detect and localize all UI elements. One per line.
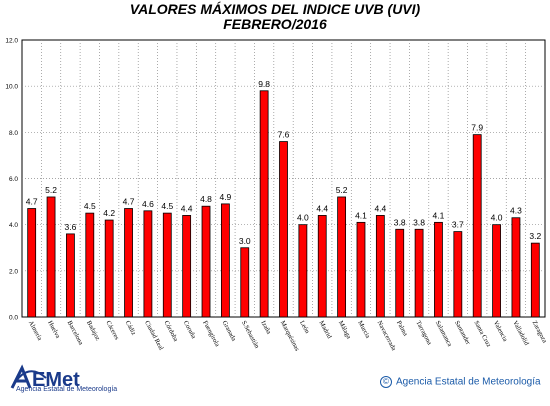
x-tick-label: Córdoba bbox=[163, 320, 180, 343]
chart-title: VALORES MÁXIMOS DEL INDICE UVB (UVI) bbox=[129, 1, 421, 17]
copyright-icon: © bbox=[380, 376, 392, 388]
bar bbox=[279, 141, 288, 318]
x-tick-label: Badajoz bbox=[85, 320, 101, 342]
x-tick-label: Valladolid bbox=[511, 320, 530, 348]
bar bbox=[124, 208, 133, 318]
bar bbox=[143, 210, 153, 318]
x-tick-label: Cáceres bbox=[104, 320, 120, 342]
bar bbox=[220, 203, 230, 318]
copyright-notice: © Agencia Estatal de Meteorología bbox=[380, 376, 541, 388]
bar bbox=[317, 215, 327, 318]
aemet-logo: EMet bbox=[10, 364, 80, 391]
x-tick-label: Málaga bbox=[337, 320, 352, 341]
x-tick-label: Madrid bbox=[317, 320, 333, 341]
data-label: 3.7 bbox=[452, 220, 464, 230]
data-label: 3.8 bbox=[394, 217, 406, 227]
logo-subtitle: Agencia Estatal de Meteorología bbox=[16, 386, 118, 393]
y-tick-label: 2.0 bbox=[9, 268, 18, 275]
x-tick-label: Granada bbox=[221, 320, 238, 343]
data-label: 4.2 bbox=[103, 208, 115, 218]
bar bbox=[472, 134, 482, 318]
bar bbox=[511, 217, 521, 318]
data-label: 9.8 bbox=[258, 79, 270, 89]
x-tick-label: Navacerrada bbox=[376, 320, 398, 352]
bar bbox=[104, 219, 114, 318]
x-tick-label: León bbox=[298, 320, 311, 336]
y-tick-label: 6.0 bbox=[9, 176, 18, 183]
x-tick-label: Huelva bbox=[46, 320, 61, 340]
data-label: 4.1 bbox=[355, 210, 367, 220]
x-tick-label: Zaragoza bbox=[531, 320, 549, 345]
x-tick-label: Barcelona bbox=[66, 320, 85, 347]
data-label: 4.6 bbox=[142, 199, 154, 209]
bar bbox=[240, 247, 250, 318]
x-tick-label: Izaña bbox=[259, 320, 272, 336]
y-tick-label: 10.0 bbox=[5, 84, 18, 91]
logo-wordmark: EMet bbox=[32, 369, 80, 391]
bar bbox=[395, 228, 405, 318]
x-tick-label: Salamanca bbox=[434, 320, 453, 348]
x-tick-label: Santa Cruz bbox=[472, 320, 492, 349]
y-tick-label: 8.0 bbox=[9, 130, 18, 137]
data-label: 4.1 bbox=[433, 210, 445, 220]
bar bbox=[259, 90, 269, 318]
data-label: 5.2 bbox=[336, 185, 348, 195]
x-tick-label: Almería bbox=[27, 320, 43, 342]
y-tick-label: 12.0 bbox=[5, 38, 18, 45]
bar bbox=[46, 196, 56, 318]
bar bbox=[375, 215, 385, 318]
data-label: 4.5 bbox=[84, 201, 96, 211]
x-tick-label: Coruña bbox=[182, 320, 197, 340]
x-tick-label: Santander bbox=[453, 320, 472, 347]
x-tick-label: Ciudad Real bbox=[143, 320, 164, 352]
data-label: 3.8 bbox=[413, 217, 425, 227]
data-label: 4.7 bbox=[26, 197, 38, 207]
bar bbox=[453, 231, 463, 318]
x-tick-label: S.Sebastián bbox=[240, 320, 261, 351]
data-label: 4.4 bbox=[316, 203, 328, 213]
x-tick-label: Palma bbox=[395, 320, 409, 338]
data-label: 4.0 bbox=[491, 213, 503, 223]
data-label: 5.2 bbox=[45, 185, 57, 195]
data-label: 4.5 bbox=[161, 201, 173, 211]
data-label: 4.4 bbox=[181, 203, 193, 213]
bar bbox=[27, 208, 37, 318]
data-label: 7.9 bbox=[471, 123, 483, 133]
bar bbox=[434, 221, 443, 318]
x-tick-label: Murcia bbox=[356, 320, 371, 340]
bar bbox=[337, 196, 347, 318]
x-tick-label: Tarragona bbox=[414, 320, 433, 347]
x-tick-label: Cádiz bbox=[124, 320, 137, 337]
y-tick-label: 4.0 bbox=[9, 222, 18, 229]
bar bbox=[414, 228, 424, 318]
bar bbox=[182, 215, 192, 318]
data-label: 4.4 bbox=[374, 203, 386, 213]
bar bbox=[85, 212, 95, 318]
x-tick-label: Valencia bbox=[492, 320, 509, 343]
data-label: 4.3 bbox=[510, 206, 522, 216]
bar bbox=[298, 224, 308, 318]
bar bbox=[356, 221, 366, 318]
y-tick-label: 0.0 bbox=[9, 315, 18, 322]
data-label: 4.7 bbox=[123, 197, 135, 207]
data-label: 4.8 bbox=[200, 194, 212, 204]
bar-chart: 0.0 2.0 4.0 6.0 8.0 10.0 12.0 4.7 Almería 5.2 Huel… bbox=[5, 38, 549, 353]
copyright-text: Agencia Estatal de Meteorología bbox=[396, 376, 541, 388]
chart-subtitle: FEBRERO/2016 bbox=[223, 16, 327, 32]
bar bbox=[66, 233, 75, 318]
bar bbox=[162, 212, 172, 318]
x-tick-label: Marquésinas bbox=[279, 320, 301, 353]
data-label: 4.0 bbox=[297, 213, 309, 223]
bar bbox=[201, 205, 211, 318]
data-label: 3.6 bbox=[65, 222, 77, 232]
bar bbox=[530, 242, 540, 318]
data-label: 3.2 bbox=[529, 231, 541, 241]
data-label: 3.0 bbox=[239, 236, 251, 246]
data-label: 7.6 bbox=[278, 130, 290, 140]
data-label: 4.9 bbox=[219, 192, 231, 202]
bar bbox=[492, 224, 501, 318]
x-tick-label: Fuengirola bbox=[201, 320, 220, 348]
